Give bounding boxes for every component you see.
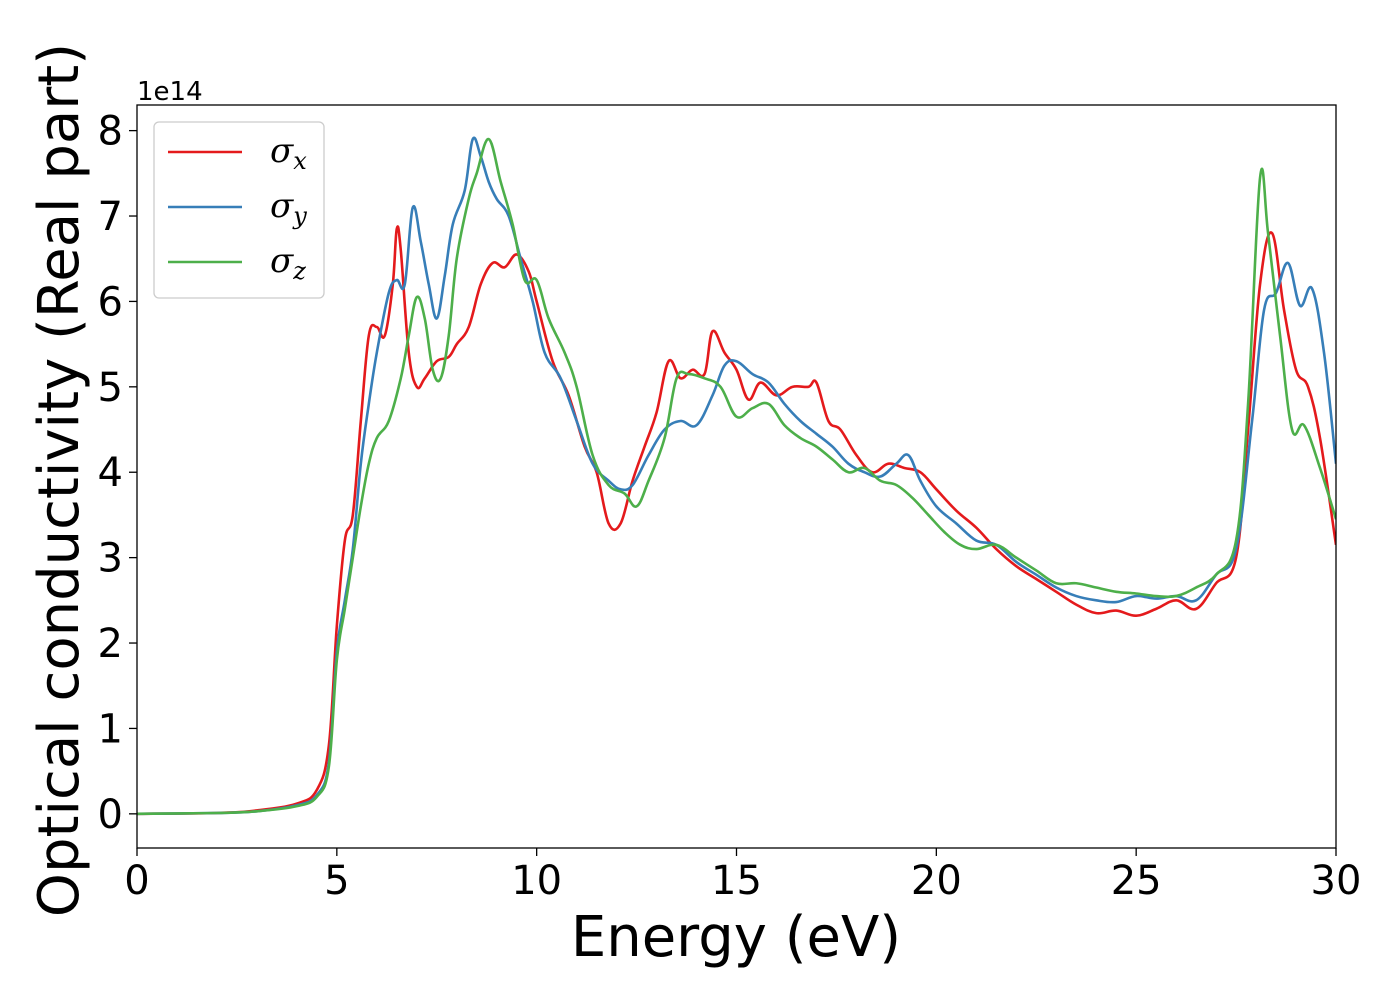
x-tick-label: 15 [711, 858, 762, 904]
y-axis-ticks: 0 1 2 3 4 5 6 7 8 [98, 109, 137, 838]
x-tick-label: 5 [324, 858, 349, 904]
series-layer [137, 136, 1336, 816]
x-axis-ticks: 0 5 10 15 20 25 30 [124, 848, 1361, 904]
y-tick-label: 7 [98, 194, 123, 240]
y-offset-label: 1e14 [137, 77, 203, 107]
legend-box [153, 121, 325, 299]
y-tick-label: 3 [98, 536, 123, 582]
series-line-z [137, 137, 1336, 816]
y-tick-label: 4 [98, 450, 123, 496]
y-axis-label: Optical conductivity (Real part) [27, 43, 92, 917]
y-tick-label: 8 [98, 109, 123, 155]
y-tick-label: 1 [98, 706, 123, 752]
y-tick-label: 2 [98, 621, 123, 667]
legend-label-x: σx [270, 131, 307, 175]
y-tick-label: 0 [98, 792, 123, 838]
x-axis-label: Energy (eV) [571, 905, 901, 970]
x-tick-label: 10 [511, 858, 562, 904]
series-line-y [137, 136, 1336, 816]
x-tick-label: 25 [1111, 858, 1162, 904]
x-tick-label: 30 [1311, 858, 1362, 904]
x-tick-label: 0 [124, 858, 149, 904]
x-tick-label: 20 [911, 858, 962, 904]
y-tick-label: 5 [98, 365, 123, 411]
y-tick-label: 6 [98, 279, 123, 325]
